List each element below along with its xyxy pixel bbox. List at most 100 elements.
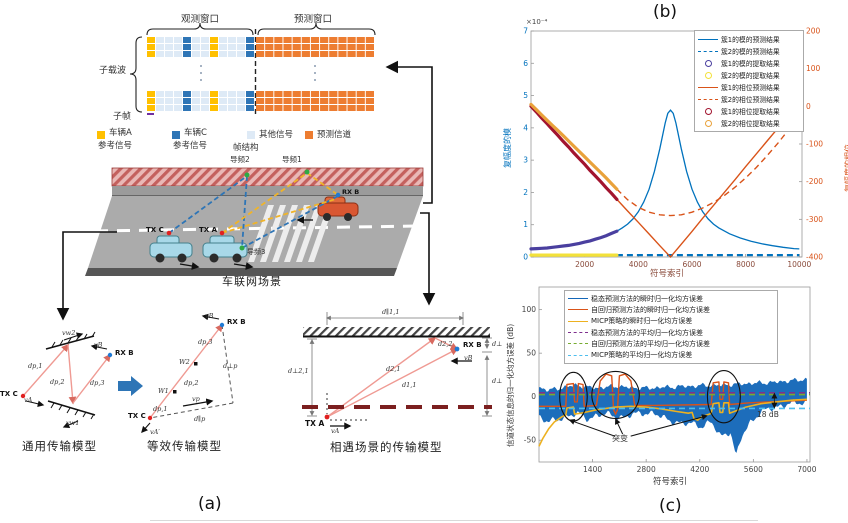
bottom-rule [150, 520, 758, 521]
general-rxb-dot [107, 352, 113, 358]
pilot2-label: 导频2 [230, 155, 250, 164]
txc-antenna-dot [166, 230, 172, 236]
legend-marker-circle-icon [698, 59, 718, 67]
legend-label: 稳态预测方法的平均归一化均方误差 [591, 328, 703, 337]
legend-marker-dash-icon [568, 343, 588, 345]
encounter-model-caption: 相遇场景的传输模型 [330, 440, 443, 454]
legend-square-predicted [305, 131, 313, 139]
txc-velocity-arrow [179, 262, 200, 270]
general-vw1-label: vw1 [66, 419, 80, 427]
legend-marker-circle-icon [698, 107, 718, 115]
equivalent-model-caption: 等效传输模型 [147, 439, 222, 453]
svg-text:4000: 4000 [629, 260, 648, 269]
general-va-label: vA [24, 396, 33, 404]
legend-marker-dash-icon [568, 332, 588, 334]
equivalent-dperp-label: d⊥p [223, 362, 238, 370]
legend-label: 稳态预测方法的瞬时归一化均方误差 [591, 294, 703, 303]
encounter-d22-label: d2,2 [438, 340, 453, 348]
equivalent-dp3-label: dp,3 [198, 338, 213, 346]
equivalent-vb-label: vB [205, 312, 214, 320]
pilot1-label: 导频1 [282, 155, 302, 164]
chart-c-legend: 稳态预测方法的瞬时归一化均方误差 自回归预测方法的瞬时归一化均方误差 MICP策略的… [564, 290, 778, 364]
legend-marker-solid-icon [568, 309, 588, 311]
legend-entry: 簇2的相位提取结果 [698, 117, 800, 129]
connector-to-general-model [56, 231, 117, 321]
road-scene [85, 167, 424, 276]
encounter-rxb-dot [454, 346, 460, 352]
svg-text:8000: 8000 [736, 260, 755, 269]
svg-text:-400: -400 [806, 253, 823, 262]
svg-text:1400: 1400 [583, 465, 602, 474]
legend-marker-band-icon [568, 298, 588, 300]
road-curb [85, 268, 397, 276]
encounter-d11-label: d1,1 [402, 381, 417, 389]
legend-label: 自回归预测方法的瞬时归一化均方误差 [591, 305, 710, 314]
general-vb-label: vB [94, 341, 103, 349]
legend-marker-dash-icon [698, 98, 718, 100]
legend-label: 簇1的模的预测结果 [721, 36, 780, 44]
obs-window-label: 观测窗口 [181, 14, 220, 25]
equivalent-txc-dot [147, 415, 153, 421]
legend-other-signal: 其他信号 [259, 130, 294, 140]
frame-structure-label: 帧结构 [233, 143, 259, 153]
svg-text:100: 100 [522, 305, 537, 314]
equivalent-va-label: vA′ [150, 428, 160, 436]
car-txa [202, 235, 248, 263]
equivalent-dp2-label: dp,2 [184, 379, 199, 387]
general-rxb-label: RX B [115, 349, 134, 357]
svg-text:6000: 6000 [682, 260, 701, 269]
svg-text:0: 0 [806, 102, 811, 111]
legend-label: 簇2的相位提取结果 [721, 120, 780, 128]
equivalent-txc-label: TX C [128, 412, 146, 420]
chart-c-ylabel: 信道状态信息的归一化均方误差 (dB) [506, 323, 515, 447]
car-rxb [317, 196, 359, 221]
legend-marker-solid-icon [698, 86, 718, 88]
legend-marker-circle-icon [698, 71, 718, 79]
legend-vehicle-a: 车辆A [109, 128, 132, 138]
svg-text:0: 0 [523, 253, 528, 262]
encounter-model [302, 312, 492, 430]
svg-text:5: 5 [523, 91, 528, 100]
legend-entry: 自回归预测方法的平均归一化均方误差 [568, 338, 774, 349]
legend-entry: 稳态预测方法的平均归一化均方误差 [568, 327, 774, 338]
legend-label: 簇2的相位预测结果 [721, 96, 780, 104]
connector-to-encounter-model [420, 212, 436, 306]
equivalent-model [141, 313, 234, 433]
svg-text:-300: -300 [806, 215, 823, 224]
legend-entry: 簇2的模的预测结果 [698, 45, 800, 57]
legend-entry: 簇1的模的提取结果 [698, 57, 800, 69]
equivalent-w1-label: W1 [158, 387, 169, 395]
legend-entry: 簇2的模的提取结果 [698, 69, 800, 81]
panel-label-a: (a) [198, 494, 222, 514]
legend-square-vehicle-c [172, 131, 180, 139]
legend-label: 簇1的相位预测结果 [721, 84, 780, 92]
legend-label: 簇1的模的提取结果 [721, 60, 780, 68]
panel-label-c: (c) [659, 496, 682, 516]
legend-predicted-channel: 预测信道 [317, 130, 352, 140]
svg-text:50: 50 [526, 349, 536, 358]
scene-caption: 车联网场景 [222, 275, 282, 288]
legend-label: MICP策略的平均归一化均方误差 [591, 351, 693, 360]
general-model [20, 331, 143, 428]
pilot2-dot [244, 172, 250, 178]
legend-entry: 簇2的相位预测结果 [698, 93, 800, 105]
legend-label: 簇2的模的预测结果 [721, 48, 780, 56]
legend-entry: MICP策略的瞬时归一化均方误差 [568, 316, 774, 327]
pred-brace [257, 22, 376, 36]
pred-window-label: 预测窗口 [294, 14, 333, 25]
txa-label: TX A [199, 226, 218, 234]
svg-text:7: 7 [523, 27, 528, 36]
svg-text:0: 0 [531, 392, 536, 401]
legend-marker-solid-icon [698, 38, 718, 40]
chart-b-ylabel-left: 复幅度的模 [503, 128, 512, 168]
legend-vehicle-c: 车辆C [184, 128, 207, 138]
subcarrier-label: 子载波 [99, 66, 127, 76]
equivalent-w2-label: W2 [179, 358, 190, 366]
svg-text:10000: 10000 [787, 260, 811, 269]
general-dp1-label: dp,1 [28, 362, 43, 370]
rxb-antenna-dot [335, 192, 341, 198]
subframe-label: 子帧 [113, 112, 132, 122]
svg-text:4: 4 [523, 123, 528, 132]
svg-text:-100: -100 [806, 140, 823, 149]
chart-b-legend: 簇1的模的预测结果 簇2的模的预测结果 簇1的模的提取结果 簇2的模的提取结果簇1的相… [694, 30, 804, 132]
